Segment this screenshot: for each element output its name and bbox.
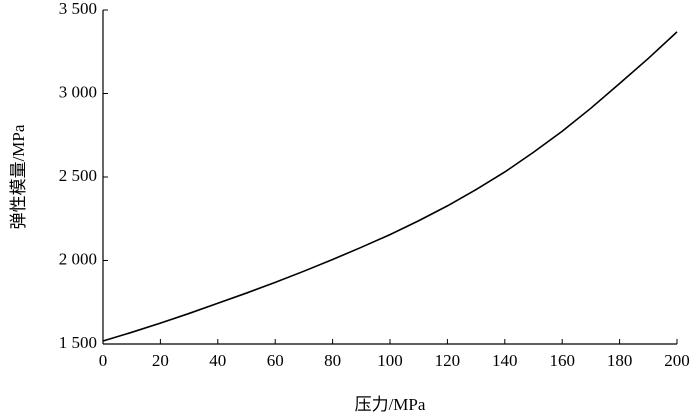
x-tick-label: 160 — [549, 351, 575, 370]
y-tick-label: 1 500 — [59, 333, 97, 352]
y-tick-label: 2 000 — [59, 249, 97, 268]
x-tick-label: 0 — [99, 351, 108, 370]
x-tick-label: 60 — [267, 351, 284, 370]
x-axis-label: 压力/MPa — [355, 395, 426, 414]
data-line — [102, 31, 678, 342]
y-tick-label: 3 000 — [59, 82, 97, 101]
x-tick-label: 140 — [492, 351, 518, 370]
y-tick-label: 2 500 — [59, 166, 97, 185]
x-tick-label: 180 — [607, 351, 633, 370]
y-tick-label: 3 500 — [59, 0, 97, 18]
y-axis-label: 弹性模量/MPa — [9, 124, 28, 229]
x-tick-label: 100 — [377, 351, 403, 370]
x-tick-label: 120 — [435, 351, 461, 370]
x-tick-label: 40 — [209, 351, 226, 370]
x-tick-label: 20 — [152, 351, 169, 370]
x-tick-label: 80 — [324, 351, 341, 370]
x-tick-label: 200 — [664, 351, 690, 370]
